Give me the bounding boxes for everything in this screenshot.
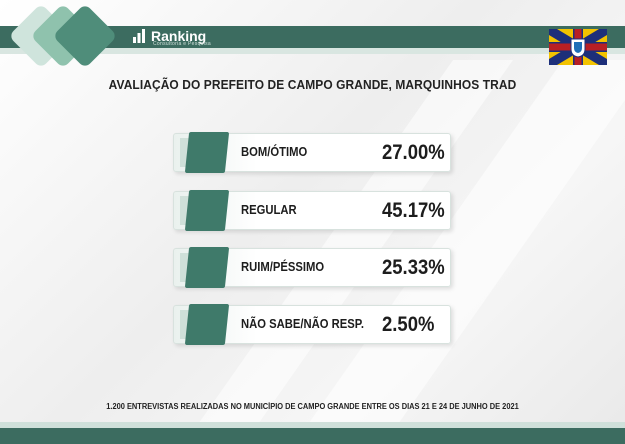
ranking-logo: Ranking xyxy=(132,28,206,44)
logo-tagline: Consultoria e Pesquisa xyxy=(153,41,212,47)
bar-tab xyxy=(184,247,230,288)
category-label: REGULAR xyxy=(241,203,297,217)
chart-bar: BOM/ÓTIMO 27.00% xyxy=(173,132,451,173)
campo-grande-flag-icon xyxy=(549,29,607,65)
footnote: 1.200 ENTREVISTAS REALIZADAS NO MUNICÍPI… xyxy=(106,402,519,411)
bar-chart-icon xyxy=(133,29,145,43)
chart-bar: REGULAR 45.17% xyxy=(173,190,451,231)
category-label: NÃO SABE/NÃO RESP. xyxy=(241,317,364,331)
bar-tab xyxy=(184,190,230,231)
footer-accent xyxy=(0,422,625,428)
value-label: 45.17% xyxy=(382,199,445,222)
header-band xyxy=(0,26,625,48)
value-label: 27.00% xyxy=(382,141,445,164)
chart-bar: NÃO SABE/NÃO RESP. 2.50% xyxy=(173,304,451,345)
footer-band xyxy=(0,428,625,444)
header-accent xyxy=(0,48,625,54)
bar-accent xyxy=(180,196,190,225)
bar-accent xyxy=(180,138,190,167)
bar-tab xyxy=(184,132,230,173)
bar-accent xyxy=(180,253,190,282)
logo-name: Ranking xyxy=(151,28,207,44)
value-label: 25.33% xyxy=(382,256,445,279)
category-label: BOM/ÓTIMO xyxy=(241,145,308,159)
chart-bar: RUIM/PÉSSIMO 25.33% xyxy=(173,247,451,288)
bar-tab xyxy=(184,304,230,345)
bar-accent xyxy=(180,310,190,339)
value-label: 2.50% xyxy=(382,313,435,336)
category-label: RUIM/PÉSSIMO xyxy=(241,260,325,274)
chart-title: AVALIAÇÃO DO PREFEITO DE CAMPO GRANDE, M… xyxy=(108,77,517,92)
